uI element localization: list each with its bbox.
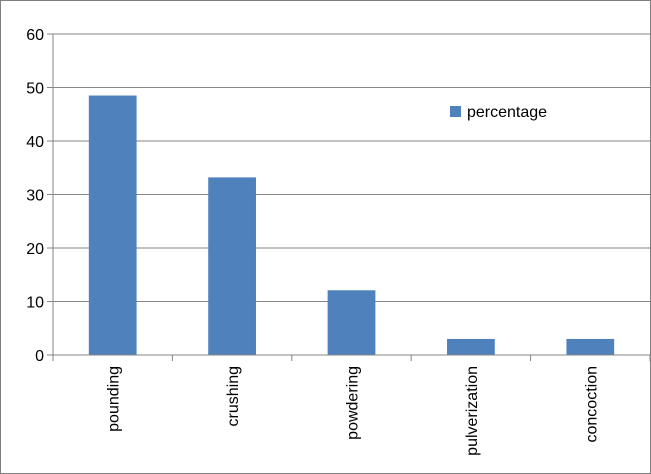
- bar-crushing: [208, 177, 256, 355]
- y-tick-label: 20: [26, 241, 44, 258]
- gridlines: [53, 33, 650, 302]
- x-tick-label: concoction: [583, 366, 600, 443]
- bar-pulverization: [447, 338, 495, 355]
- legend-swatch: [450, 106, 461, 117]
- y-tick-label: 50: [26, 81, 44, 98]
- legend: percentage: [450, 104, 547, 121]
- x-tick-label: powdering: [345, 366, 362, 440]
- y-tick-label: 0: [35, 348, 44, 365]
- bar-powdering: [327, 290, 376, 355]
- bar-pounding: [88, 95, 137, 356]
- x-tick-labels: pounding crushing powdering pulverization co…: [106, 366, 601, 456]
- x-tick-label: pulverization: [464, 366, 481, 456]
- y-tick-labels: 0 10 20 30 40 50 60: [26, 27, 53, 365]
- y-tick-label: 10: [26, 295, 44, 312]
- y-tick-label: 30: [26, 188, 44, 205]
- x-tick-label: crushing: [225, 366, 242, 426]
- y-tick-label: 60: [26, 27, 44, 44]
- y-tick-label: 40: [26, 134, 44, 151]
- legend-label: percentage: [467, 104, 547, 121]
- bars: [88, 95, 615, 356]
- x-tick-label: pounding: [106, 366, 123, 432]
- bar-concoction: [566, 338, 615, 355]
